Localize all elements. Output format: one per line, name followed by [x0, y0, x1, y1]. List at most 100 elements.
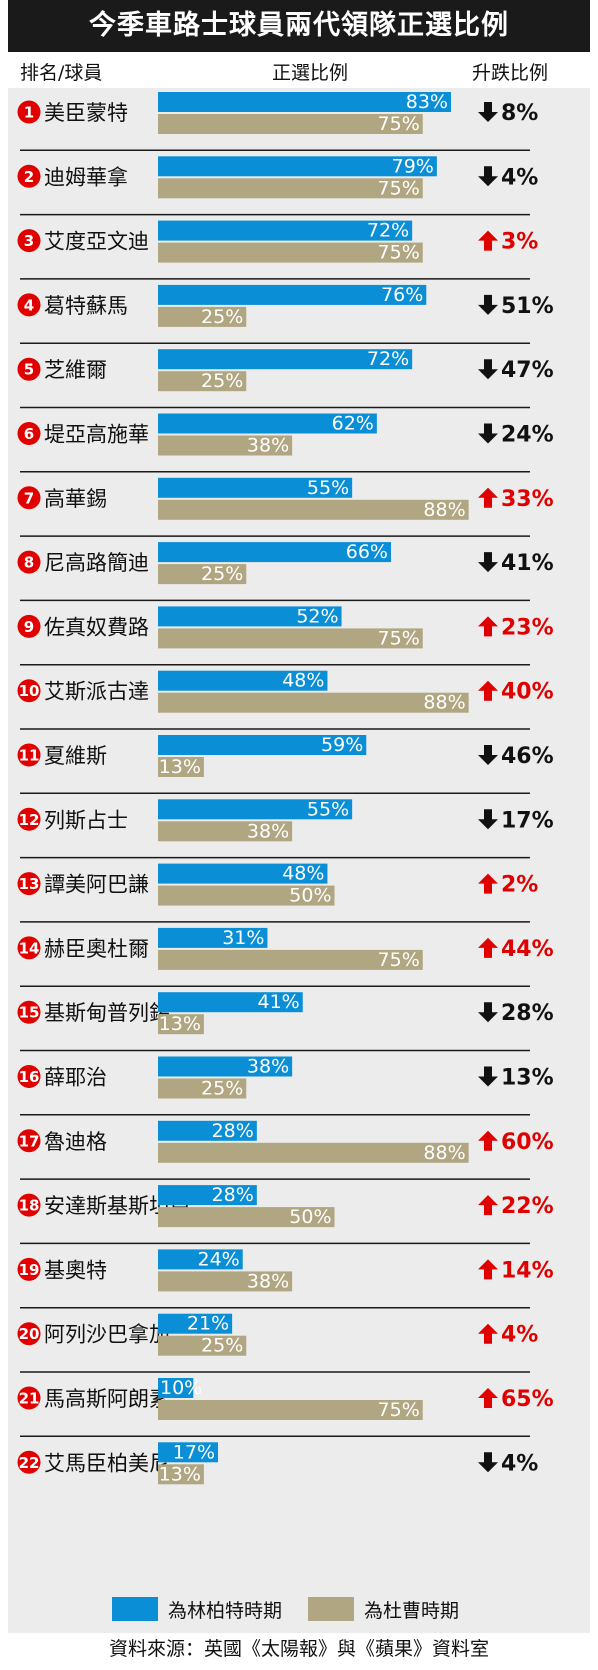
- rank-badge-17: [17, 1129, 41, 1153]
- bar-label-series-b-13: 50%: [289, 885, 331, 907]
- arrow-up-icon-7: [478, 487, 498, 508]
- rank-badge-20: [17, 1322, 41, 1346]
- rank-number-18: 18: [19, 1197, 40, 1215]
- rank-number-10: 10: [19, 682, 40, 700]
- bar-series-a-9: [158, 606, 342, 627]
- arrow-up-icon-20: [478, 1323, 498, 1344]
- bar-label-series-b-12: 38%: [247, 820, 289, 842]
- change-value-3: 3%: [501, 230, 538, 255]
- player-name-8: 尼高路簡迪: [44, 551, 149, 575]
- player-name-4: 葛特蘇馬: [44, 294, 128, 318]
- header-change-ratio: 升跌比例: [472, 62, 549, 84]
- rank-badge-15: [17, 1000, 41, 1024]
- bar-label-series-b-3: 75%: [378, 242, 420, 264]
- bar-series-b-22: [158, 1464, 204, 1485]
- rank-badge-19: [17, 1257, 41, 1281]
- rank-number-21: 21: [19, 1390, 40, 1408]
- rank-number-1: 1: [24, 104, 34, 122]
- player-name-13: 譚美阿巴謙: [44, 873, 149, 897]
- bar-series-b-9: [158, 628, 423, 649]
- arrow-down-icon-2: [478, 166, 498, 187]
- change-value-9: 23%: [501, 615, 554, 640]
- bar-label-series-a-5: 72%: [367, 348, 409, 370]
- bar-label-series-a-14: 31%: [222, 927, 264, 949]
- player-name-5: 芝維爾: [44, 358, 107, 382]
- bar-series-b-15: [158, 1014, 204, 1035]
- bar-label-series-b-21: 75%: [378, 1399, 420, 1421]
- bar-label-series-b-18: 50%: [289, 1206, 331, 1228]
- rank-badge-8: [17, 550, 41, 574]
- bar-series-a-15: [158, 992, 303, 1013]
- bar-label-series-b-11: 13%: [159, 756, 201, 778]
- rank-badge-6: [17, 422, 41, 445]
- bar-label-series-a-8: 66%: [346, 541, 388, 563]
- bar-label-series-a-16: 38%: [247, 1056, 289, 1078]
- rank-badge-5: [17, 357, 41, 381]
- player-name-7: 高華錫: [44, 487, 107, 511]
- player-name-11: 夏維斯: [44, 744, 107, 768]
- bar-series-b-13: [158, 885, 335, 906]
- bar-series-a-8: [158, 542, 391, 563]
- change-value-11: 46%: [501, 744, 554, 769]
- bar-label-series-a-10: 48%: [282, 670, 324, 692]
- rank-number-3: 3: [24, 232, 34, 250]
- bar-label-series-b-19: 38%: [247, 1270, 289, 1292]
- bar-series-a-18: [158, 1185, 257, 1206]
- player-name-10: 艾斯派古達: [44, 680, 149, 704]
- bar-label-series-a-15: 41%: [257, 991, 299, 1013]
- rank-number-7: 7: [24, 489, 34, 507]
- bar-series-b-12: [158, 821, 293, 842]
- rank-badge-22: [17, 1450, 41, 1474]
- rank-badge-12: [17, 807, 41, 831]
- bar-label-series-a-4: 76%: [381, 284, 423, 306]
- rank-number-6: 6: [24, 425, 34, 443]
- bar-label-series-b-6: 38%: [247, 435, 289, 457]
- rank-number-14: 14: [19, 939, 40, 957]
- arrow-up-icon-14: [478, 937, 498, 958]
- change-value-19: 14%: [501, 1258, 554, 1283]
- rank-number-12: 12: [19, 811, 40, 829]
- rank-number-2: 2: [24, 168, 34, 186]
- player-name-19: 基奧特: [44, 1258, 107, 1282]
- arrow-up-icon-9: [478, 616, 498, 637]
- rank-badge-21: [17, 1386, 41, 1410]
- bar-label-series-a-18: 28%: [212, 1184, 254, 1206]
- legend-label-series-b: 為杜曹時期: [364, 1599, 460, 1622]
- bar-label-series-a-9: 52%: [296, 605, 338, 627]
- bar-series-a-2: [158, 156, 437, 177]
- bar-series-b-4: [158, 306, 247, 327]
- arrow-up-icon-19: [478, 1259, 498, 1280]
- legend-item-series-a: 為林柏特時期: [112, 1595, 282, 1623]
- bar-label-series-b-17: 88%: [423, 1142, 465, 1164]
- change-value-20: 4%: [501, 1323, 538, 1348]
- header-rank-player: 排名/球員: [20, 62, 103, 84]
- arrow-down-icon-16: [478, 1066, 498, 1087]
- bar-label-series-b-5: 25%: [201, 370, 243, 392]
- bar-series-a-21: [158, 1378, 194, 1398]
- player-name-17: 魯迪格: [44, 1130, 107, 1154]
- bar-series-a-19: [158, 1249, 243, 1270]
- source-note: 資料來源：英國《太陽報》與《蘋果》資料室: [108, 1638, 489, 1660]
- bar-label-series-a-19: 24%: [197, 1248, 239, 1270]
- rank-badge-4: [17, 293, 41, 317]
- bar-series-b-18: [158, 1207, 335, 1228]
- rank-badge-1: [17, 100, 41, 124]
- bar-series-b-8: [158, 564, 247, 585]
- player-name-22: 艾馬臣柏美尼: [44, 1451, 170, 1475]
- arrow-down-icon-12: [478, 809, 498, 830]
- rank-badge-11: [17, 743, 41, 767]
- bar-series-a-3: [158, 220, 413, 241]
- change-value-7: 33%: [501, 487, 554, 512]
- chart-title: 今季車路士球員兩代領隊正選比例: [8, 0, 590, 52]
- change-value-17: 60%: [501, 1130, 554, 1155]
- bar-series-b-11: [158, 757, 204, 777]
- bar-label-series-b-22: 13%: [159, 1463, 201, 1485]
- bar-series-b-3: [158, 242, 423, 263]
- legend-label-series-a: 為林柏特時期: [168, 1599, 283, 1622]
- bar-label-series-a-1: 83%: [406, 91, 448, 113]
- legend-item-series-b: 為杜曹時期: [308, 1595, 459, 1623]
- bar-series-b-2: [158, 178, 423, 199]
- bar-label-series-a-7: 55%: [307, 477, 349, 499]
- arrow-up-icon-21: [478, 1388, 498, 1408]
